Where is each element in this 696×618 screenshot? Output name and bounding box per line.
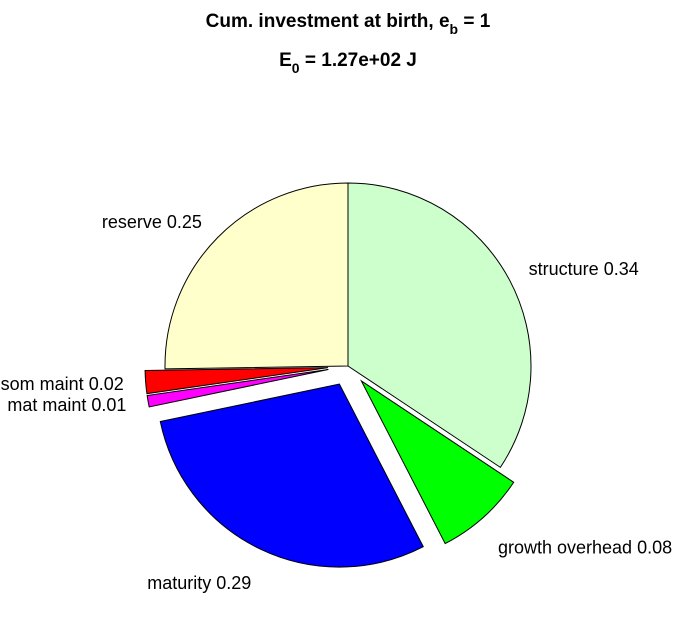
pie-slice <box>164 182 349 370</box>
slice-label-value: 0.08 <box>637 538 672 558</box>
title-part: = 1 <box>458 11 491 32</box>
slice-label-value: 0.02 <box>89 374 124 394</box>
slice-label-name: growth overhead <box>498 538 632 558</box>
title-part: Cum. investment at birth, e <box>206 11 450 32</box>
pie-slice <box>360 379 515 545</box>
subtitle-part: E <box>279 50 292 71</box>
title-subscript: b <box>450 21 459 37</box>
slice-label: mat maint 0.01 <box>7 395 126 415</box>
slice-label: structure 0.34 <box>529 259 639 279</box>
slice-label-name: mat maint <box>7 395 86 415</box>
slice-label: growth overhead 0.08 <box>498 538 672 558</box>
pie-slice <box>159 383 424 568</box>
slice-label-name: structure <box>529 259 599 279</box>
chart-title: Cum. investment at birth, eb = 1 <box>206 11 491 37</box>
pie-slice <box>347 182 532 469</box>
slice-label-value: 0.01 <box>91 395 126 415</box>
subtitle-subscript: 0 <box>292 60 300 76</box>
slice-label-value: 0.34 <box>604 259 639 279</box>
subtitle-part: = 1.27e+02 J <box>300 50 417 71</box>
slice-label: reserve 0.25 <box>102 212 202 232</box>
slice-label-value: 0.25 <box>167 212 202 232</box>
slice-label-value: 0.29 <box>216 573 251 593</box>
slice-label-name: som maint <box>1 374 84 394</box>
slice-label: maturity 0.29 <box>147 573 251 593</box>
pie-slice <box>144 367 329 395</box>
chart-subtitle: E0 = 1.27e+02 J <box>279 50 417 76</box>
slice-label-name: reserve <box>102 212 162 232</box>
pie-slice <box>146 368 329 408</box>
slice-label: som maint 0.02 <box>1 374 124 394</box>
slice-label-name: maturity <box>147 573 211 593</box>
